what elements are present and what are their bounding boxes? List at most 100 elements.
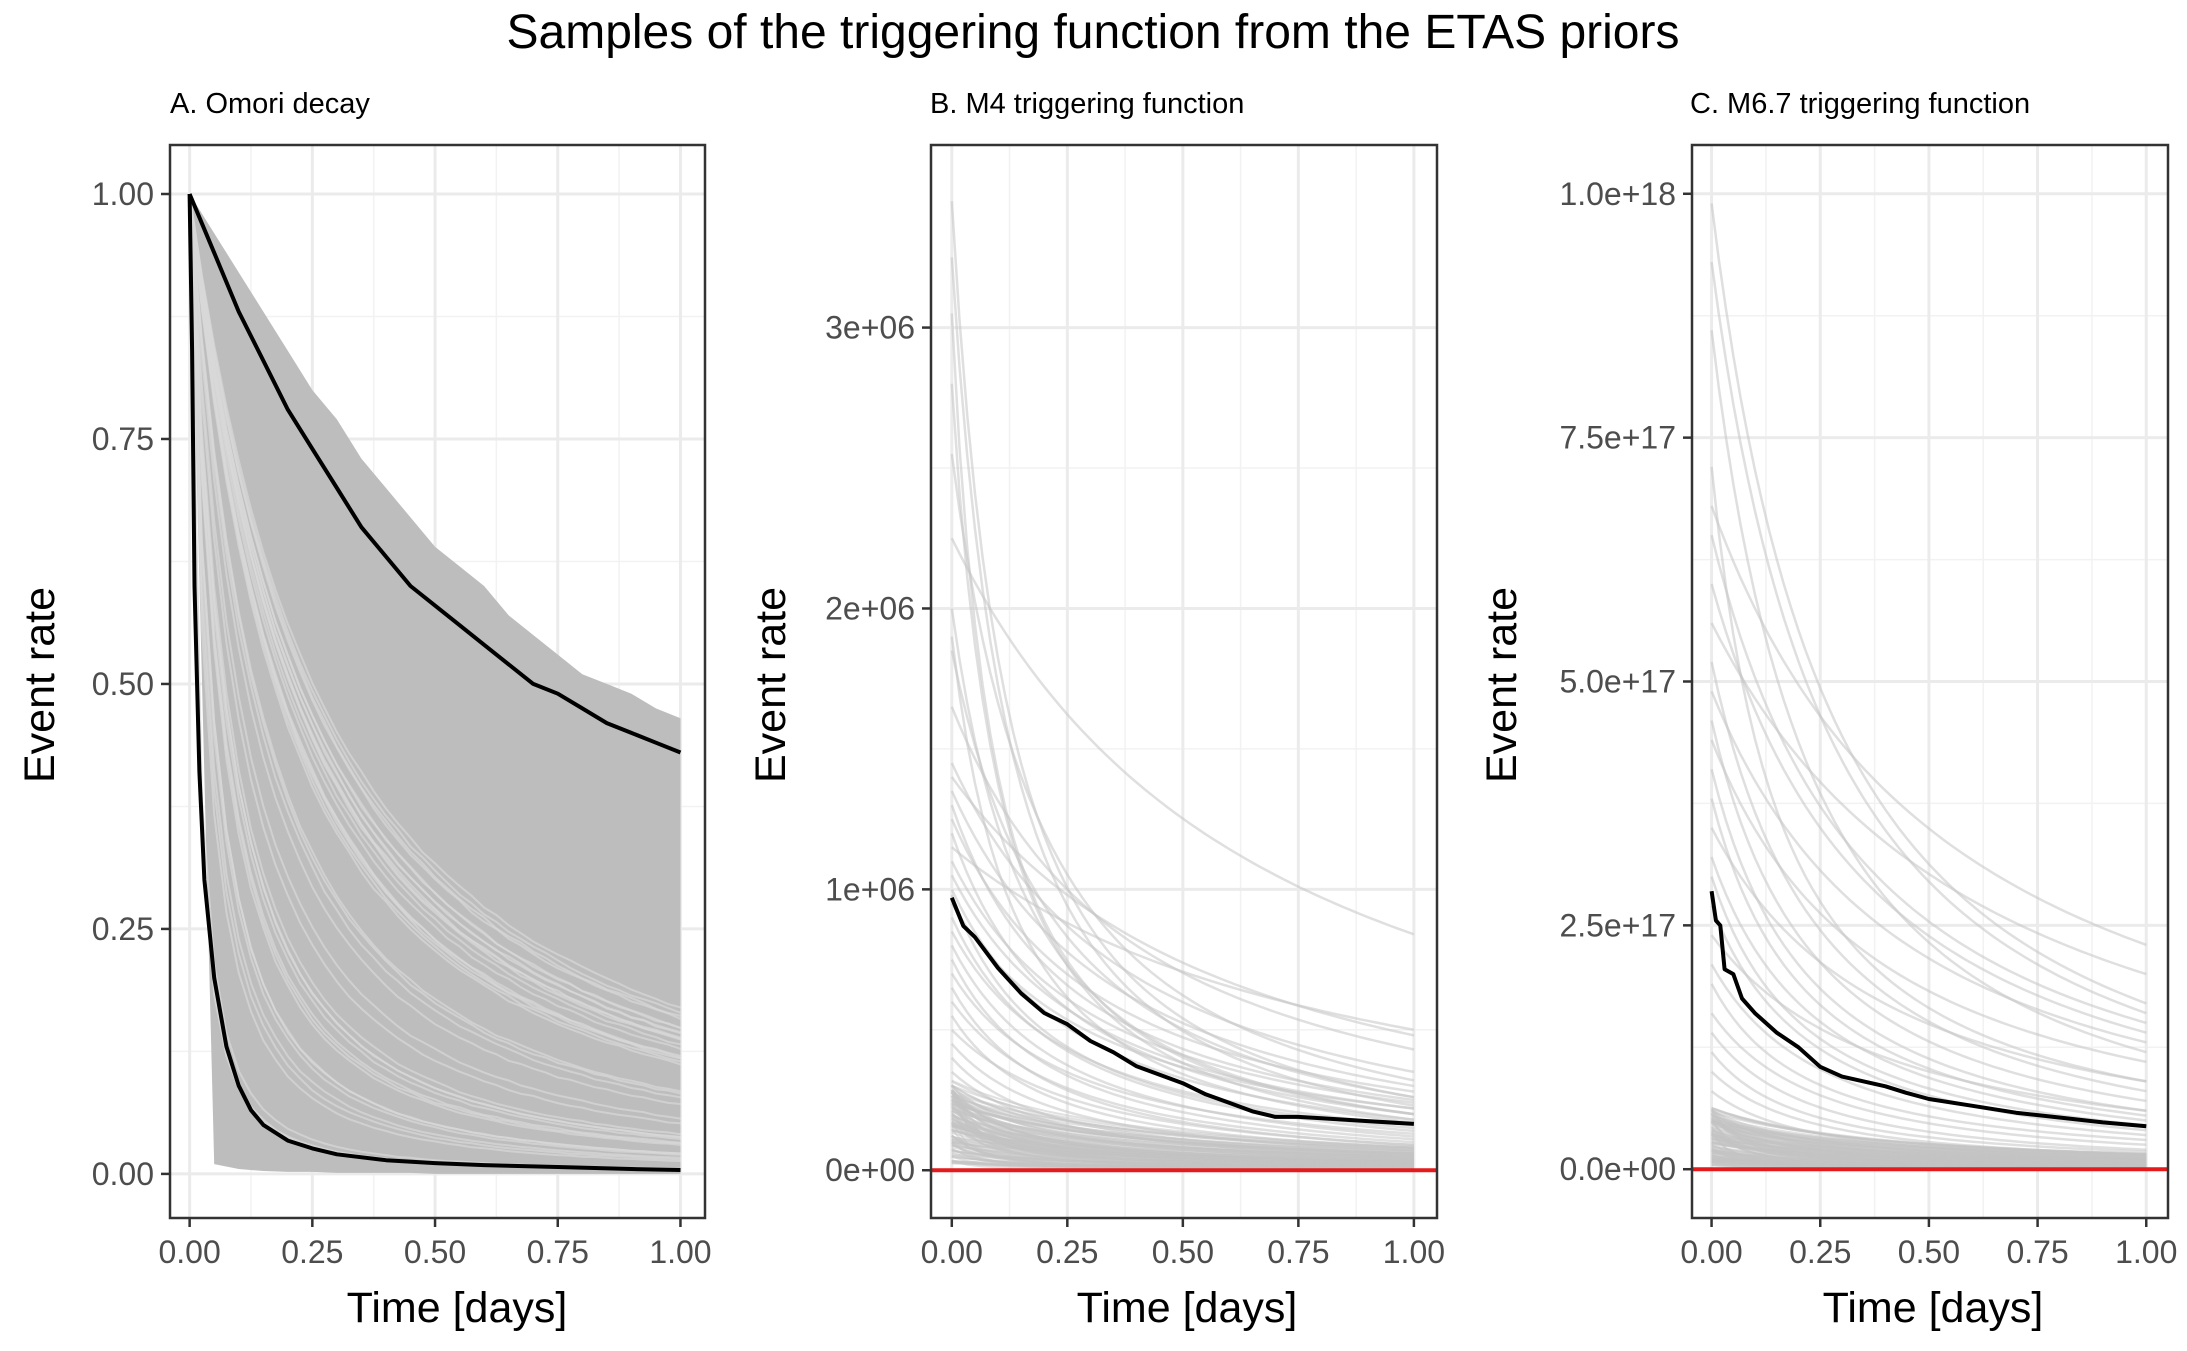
sample-curve: [1710, 963, 2147, 1137]
sample-curve: [188, 193, 681, 1099]
x-axis-title: Time [days]: [347, 1284, 568, 1332]
x-axis-title: Time [days]: [1823, 1284, 2044, 1332]
sample-curve: [1710, 330, 2147, 1054]
sample-curve: [188, 193, 681, 1017]
y-tick-label: 7.5e+17: [1559, 420, 1676, 456]
sample-curve: [188, 193, 681, 1060]
sample-curve: [188, 193, 681, 1057]
sample-curve: [951, 1106, 1414, 1159]
sample-curve: [1710, 983, 2147, 1142]
x-tick-label: 0.75: [1267, 1234, 1329, 1270]
sample-curve: [951, 1110, 1414, 1156]
sample-curve: [951, 846, 1415, 1032]
sample-curve: [1711, 1118, 2147, 1165]
sample-curve: [951, 1104, 1414, 1168]
sample-curve: [188, 193, 681, 1095]
sample-curve: [188, 193, 681, 1145]
sample-curve: [188, 193, 681, 1050]
sample-curve: [950, 762, 1415, 1074]
sample-curve: [950, 1111, 1414, 1169]
sample-curve: [188, 193, 681, 1063]
sample-curve: [188, 193, 681, 1161]
sample-curve: [1710, 739, 2147, 1064]
x-tick-label: 0.25: [281, 1234, 343, 1270]
sample-curve: [1710, 827, 2147, 1083]
sample-curve: [1710, 934, 2147, 1112]
sample-curve: [1710, 261, 2147, 1015]
sample-curve: [1711, 1108, 2147, 1156]
sample-curve: [1711, 1153, 2147, 1167]
sample-curve: [1710, 534, 2147, 1025]
y-tick-label: 1.00: [92, 176, 154, 212]
sample-curve: [1710, 1012, 2147, 1147]
y-tick-label: 0.75: [92, 421, 154, 457]
sample-curve: [188, 193, 681, 1066]
plot-area: [187, 193, 682, 1174]
sample-curve: [188, 193, 681, 1146]
panel-title: B. M4 triggering function: [930, 88, 1244, 120]
sample-curve: [188, 193, 681, 1105]
sample-curve: [950, 860, 1415, 1105]
y-tick-label: 0.0e+00: [1559, 1151, 1676, 1187]
sample-curve: [951, 1079, 1414, 1148]
sample-curve: [1710, 661, 2147, 1093]
series-line: [949, 897, 1415, 1126]
y-axis-title: Event rate: [747, 587, 795, 783]
sample-curve: [951, 1095, 1414, 1153]
x-tick-label: 0.25: [1789, 1234, 1851, 1270]
sample-curve: [950, 453, 1415, 1082]
y-tick-label: 0e+00: [825, 1152, 915, 1188]
sample-curve: [1711, 1112, 2147, 1162]
sample-curve: [950, 972, 1414, 1135]
sample-curve: [950, 1000, 1414, 1144]
sample-curve: [1710, 505, 2147, 947]
sample-curve: [188, 193, 681, 1136]
sample-curve: [950, 636, 1415, 1124]
y-tick-label: 0.00: [92, 1156, 154, 1192]
sample-curve: [188, 193, 681, 1035]
plot-area: [931, 201, 1437, 1173]
x-tick-label: 0.75: [527, 1234, 589, 1270]
sample-curve: [950, 804, 1415, 1102]
x-tick-label: 0.50: [1152, 1234, 1214, 1270]
sample-curve: [1710, 583, 2147, 1034]
sample-curve: [950, 650, 1415, 1099]
sample-curve: [951, 1130, 1414, 1161]
sample-curve: [951, 1095, 1414, 1151]
x-tick-label: 0.75: [2006, 1234, 2068, 1270]
panel-omori-decay: A. Omori decay Time [days] Event rate 0.…: [16, 88, 712, 1332]
figure-title: Samples of the triggering function from …: [507, 6, 1680, 59]
sample-curve: [951, 1091, 1414, 1150]
y-axis-title: Event rate: [16, 587, 64, 783]
sample-curve: [188, 193, 681, 1125]
sample-curve: [950, 537, 1415, 936]
sample-curve: [950, 1028, 1414, 1147]
sample-curve: [1710, 1031, 2147, 1151]
y-axis-title: Event rate: [1478, 587, 1526, 783]
x-tick-label: 0.00: [921, 1234, 983, 1270]
plot-border: [168, 143, 707, 1220]
sample-curve: [1711, 1133, 2147, 1163]
sample-curve: [1710, 768, 2147, 1112]
sample-curve: [188, 193, 681, 1046]
x-tick-label: 1.00: [2115, 1234, 2177, 1270]
sample-curve: [188, 193, 681, 1014]
series-line: [187, 193, 682, 755]
x-tick-label: 1.00: [649, 1234, 711, 1270]
sample-curve: [188, 193, 681, 1140]
sample-curve: [1710, 466, 2147, 1083]
sample-curve: [1710, 690, 2147, 1044]
y-tick-label: 3e+06: [825, 310, 915, 346]
sample-curve: [1710, 1051, 2147, 1153]
y-tick-label: 1e+06: [825, 871, 915, 907]
y-tick-label: 5.0e+17: [1559, 664, 1676, 700]
sample-curve: [188, 193, 681, 1029]
x-tick-label: 0.25: [1036, 1234, 1098, 1270]
sample-curve: [950, 818, 1415, 1093]
sample-curve: [1710, 622, 2147, 976]
sample-curve: [950, 201, 1415, 1099]
sample-curve: [1710, 798, 2147, 1117]
sample-curve: [1710, 905, 2147, 1132]
sample-curve: [1711, 1117, 2147, 1157]
